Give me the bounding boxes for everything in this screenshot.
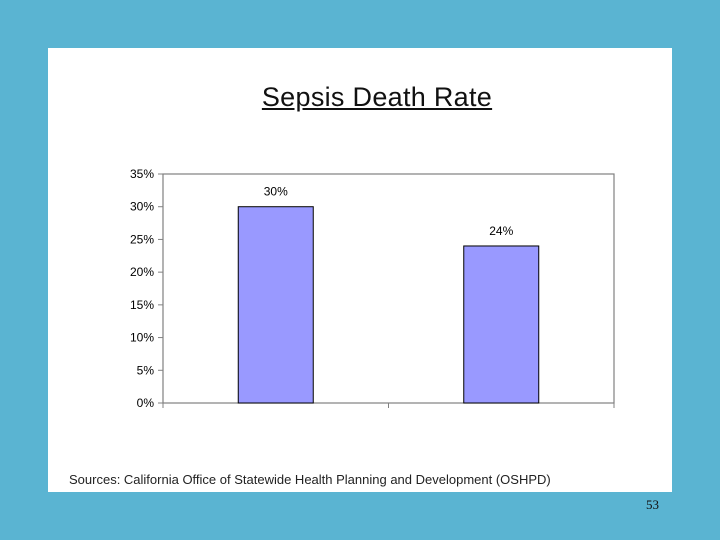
chart-title: Sepsis Death Rate (0, 82, 720, 113)
y-tick-label: 25% (130, 232, 154, 246)
y-tick-label: 20% (130, 265, 154, 279)
chart-title-text: Sepsis Death Rate (261, 82, 493, 112)
y-tick-label: 15% (130, 298, 154, 312)
y-tick-label: 30% (130, 200, 154, 214)
data-label: 24% (489, 224, 513, 238)
sources-note: Sources: California Office of Statewide … (69, 472, 551, 487)
y-tick-label: 0% (137, 396, 155, 410)
y-tick-label: 35% (130, 167, 154, 181)
bar (463, 245, 540, 404)
data-label: 30% (264, 185, 288, 199)
bar (237, 206, 314, 404)
page-number: 53 (646, 497, 659, 512)
y-tick-label: 5% (137, 363, 155, 377)
y-tick-label: 10% (130, 331, 154, 345)
plot-area (162, 173, 615, 404)
